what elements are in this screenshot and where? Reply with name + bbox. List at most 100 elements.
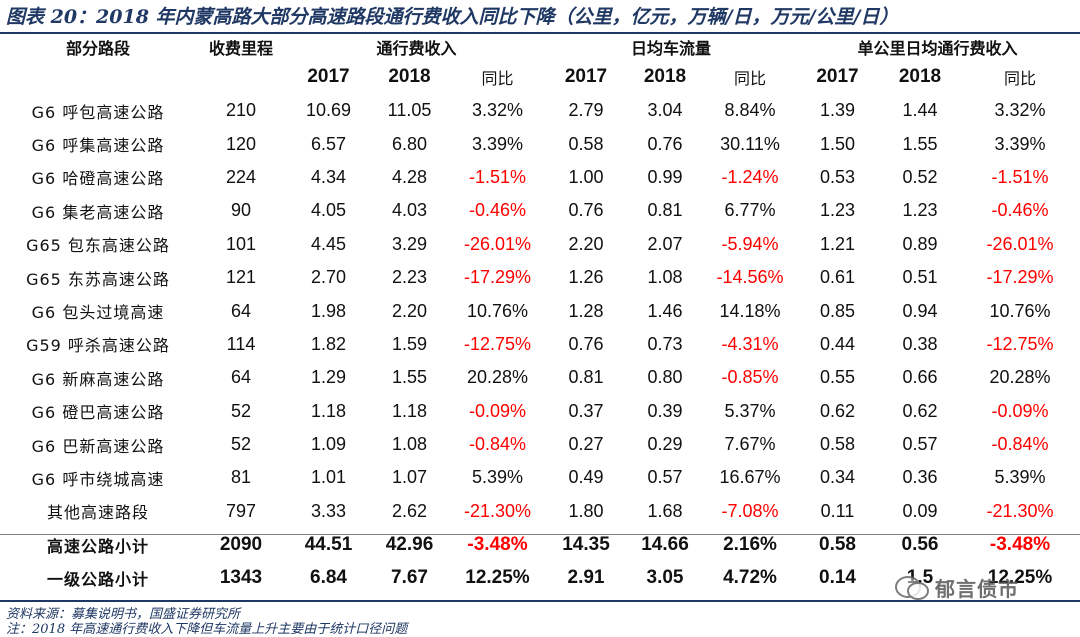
mileage-value: 2090 — [219, 533, 263, 555]
unit-revenue-2017: 0.14 — [819, 566, 856, 588]
unit-revenue-2017: 0.62 — [819, 400, 856, 421]
revenue-yoy: 10.76% — [466, 300, 529, 321]
unit-revenue-2018: 0.66 — [902, 367, 938, 388]
revenue-2017: 1.82 — [310, 333, 347, 354]
unit-revenue-2017: 1.50 — [819, 133, 856, 154]
watermark: 郁言债市 — [893, 572, 1073, 602]
wechat-icon — [893, 574, 929, 600]
unit-revenue-2018: 0.57 — [902, 434, 938, 455]
traffic-yoy: 16.67% — [719, 467, 781, 488]
mileage-value: 121 — [225, 267, 257, 288]
revenue-2017: 1.09 — [310, 434, 347, 455]
traffic-yoy: 7.67% — [724, 434, 776, 455]
header-yoy: 同比 — [481, 69, 514, 88]
revenue-yoy: -3.48% — [467, 533, 528, 555]
watermark-text: 郁言债市 — [935, 576, 1019, 601]
unit-revenue-2017: 0.53 — [819, 166, 856, 187]
mileage-value: 52 — [230, 434, 252, 455]
revenue-2017: 1.18 — [310, 400, 347, 421]
traffic-2017: 0.49 — [568, 467, 604, 488]
revenue-2017: 3.33 — [310, 500, 347, 521]
traffic-2018: 1.46 — [647, 300, 683, 321]
revenue-yoy: -1.51% — [468, 166, 527, 187]
unit-revenue-yoy: 5.39% — [994, 467, 1046, 488]
header-year-2018: 2018 — [388, 66, 431, 87]
revenue-yoy: 5.39% — [471, 467, 524, 488]
unit-revenue-2018: 0.51 — [902, 267, 938, 288]
unit-revenue-yoy: 3.32% — [994, 100, 1046, 121]
table-row: G59 呼杀高速公路 114 1.82 1.59 -12.75% 0.76 0.73 -4.3… — [0, 328, 1080, 361]
revenue-2017: 1.01 — [310, 467, 347, 488]
segment-name: G6 呼市绕城高速 — [31, 469, 165, 489]
traffic-yoy: -14.56% — [716, 267, 784, 288]
revenue-2017: 44.51 — [304, 533, 353, 555]
revenue-yoy: 3.39% — [471, 133, 524, 154]
header-year-2017: 2017 — [307, 66, 350, 87]
header-segment: 部分路段 — [65, 39, 130, 58]
header-year-2018: 2018 — [898, 66, 942, 87]
mileage-value: 101 — [225, 233, 257, 254]
revenue-2017: 1.98 — [310, 300, 347, 321]
revenue-yoy: -0.09% — [468, 400, 527, 421]
unit-revenue-yoy: -1.51% — [991, 166, 1049, 187]
revenue-yoy: -0.84% — [468, 434, 527, 455]
mileage-value: 1343 — [219, 566, 263, 588]
traffic-2017: 0.76 — [568, 333, 604, 354]
unit-revenue-2018: 1.44 — [902, 100, 938, 121]
traffic-2017: 1.00 — [568, 166, 604, 187]
unit-revenue-yoy: -12.75% — [986, 333, 1054, 354]
unit-revenue-yoy: -3.48% — [989, 533, 1051, 555]
segment-name: G6 呼集高速公路 — [31, 136, 165, 156]
traffic-2017: 1.26 — [568, 267, 604, 288]
segment-name: G6 新麻高速公路 — [31, 369, 165, 389]
unit-revenue-2017: 1.21 — [819, 233, 856, 254]
revenue-2017: 4.45 — [310, 233, 347, 254]
table-row: G65 包东高速公路 101 4.45 3.29 -26.01% 2.20 2.07 -5.9… — [0, 228, 1080, 261]
mileage-value: 114 — [226, 333, 256, 354]
table-row: G6 呼包高速公路 210 10.69 11.05 3.32% 2.79 3.04 8.84%… — [0, 94, 1080, 127]
unit-revenue-yoy: -0.84% — [991, 434, 1049, 455]
unit-revenue-2017: 1.39 — [819, 100, 856, 121]
traffic-yoy: 14.18% — [719, 300, 781, 321]
segment-name: G65 东苏高速公路 — [26, 269, 170, 289]
unit-revenue-2017: 0.34 — [819, 467, 856, 488]
unit-revenue-2018: 0.38 — [902, 333, 938, 354]
bottom-rule — [0, 600, 1080, 602]
revenue-yoy: -26.01% — [463, 233, 532, 254]
source-note: 资料来源：募集说明书，国盛证券研究所 — [6, 607, 241, 622]
traffic-2018: 0.99 — [647, 166, 683, 187]
subtotal-divider — [0, 534, 1080, 535]
traffic-yoy: -1.24% — [721, 166, 779, 187]
unit-revenue-2017: 0.55 — [819, 367, 856, 388]
traffic-yoy: 30.11% — [720, 133, 780, 154]
revenue-2018: 1.07 — [391, 467, 428, 488]
mileage-value: 64 — [230, 367, 252, 388]
traffic-2018: 2.07 — [647, 233, 683, 254]
unit-revenue-2018: 1.23 — [902, 200, 938, 221]
header-unit-revenue: 单公里日均通行费收入 — [857, 39, 1018, 58]
traffic-2017: 0.58 — [568, 133, 604, 154]
segment-name: G6 哈磴高速公路 — [31, 169, 165, 189]
unit-revenue-2017: 1.23 — [819, 200, 856, 221]
segment-name: G65 包东高速公路 — [26, 236, 170, 256]
table-row: G6 呼市绕城高速 81 1.01 1.07 5.39% 0.49 0.57 16.67% 0.… — [0, 461, 1080, 494]
traffic-2017: 0.37 — [568, 400, 604, 421]
segment-name: G6 呼包高速公路 — [31, 102, 165, 122]
traffic-2017: 0.27 — [568, 434, 604, 455]
table-row: G65 东苏高速公路 121 2.70 2.23 -17.29% 1.26 1.08 -14.… — [0, 261, 1080, 294]
revenue-2018: 2.62 — [391, 500, 428, 521]
table-row: G6 新麻高速公路 64 1.29 1.55 20.28% 0.81 0.80 -0.85% 0… — [0, 361, 1080, 394]
segment-name: 高速公路小计 — [46, 536, 149, 556]
unit-revenue-yoy: -0.09% — [991, 400, 1049, 421]
unit-revenue-yoy: 10.76% — [989, 300, 1051, 321]
unit-revenue-2017: 0.11 — [820, 500, 855, 521]
revenue-2018: 1.08 — [391, 434, 428, 455]
traffic-2018: 0.39 — [647, 400, 683, 421]
segment-name: 其他高速路段 — [46, 503, 149, 523]
revenue-2018: 11.05 — [387, 100, 432, 121]
table-row: G6 包头过境高速 64 1.98 2.20 10.76% 1.28 1.46 14.18% 0… — [0, 294, 1080, 327]
traffic-2017: 2.91 — [567, 566, 605, 588]
mileage-value: 90 — [230, 200, 252, 221]
revenue-2018: 1.18 — [391, 400, 428, 421]
unit-revenue-2017: 0.61 — [819, 267, 856, 288]
